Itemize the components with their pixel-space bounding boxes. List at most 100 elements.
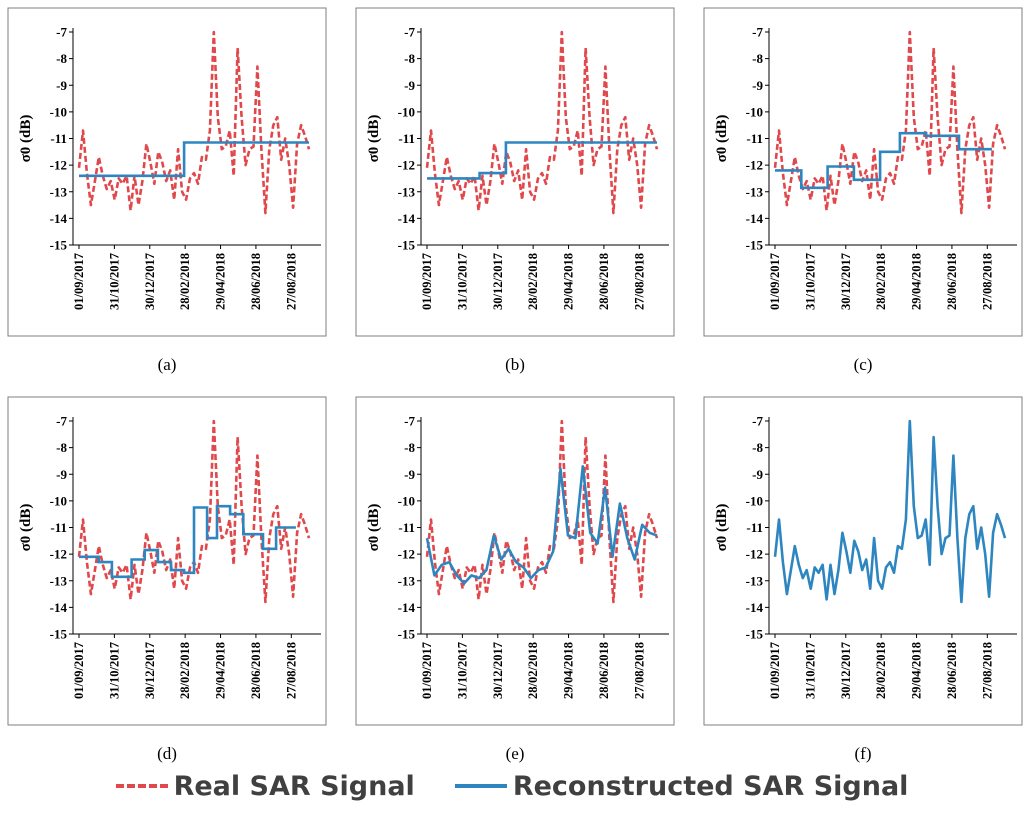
- y-tick-label: -7: [56, 25, 67, 40]
- y-tick-label: -7: [56, 414, 67, 429]
- y-axis-label: σ0 (dB): [18, 115, 34, 163]
- y-tick-label: -9: [752, 78, 763, 93]
- x-tick-label: 01/09/2017: [72, 642, 86, 699]
- panel-caption: (e): [506, 744, 525, 763]
- x-tick-label: 29/04/2018: [562, 253, 576, 310]
- legend-label-real: Real SAR Signal: [173, 770, 415, 802]
- x-tick-label: 27/08/2018: [980, 253, 994, 310]
- x-tick-label: 01/09/2017: [72, 253, 86, 310]
- y-tick-label: -12: [398, 158, 415, 173]
- x-tick-label: 31/10/2017: [107, 253, 121, 310]
- y-tick-label: -13: [50, 184, 68, 199]
- x-tick-label: 28/06/2018: [945, 253, 959, 310]
- y-tick-label: -12: [50, 547, 67, 562]
- y-tick-label: -8: [56, 440, 67, 455]
- panel-frame: [7, 7, 327, 337]
- y-tick-label: -10: [50, 493, 67, 508]
- y-tick-label: -12: [746, 547, 763, 562]
- panel-frame: [355, 7, 675, 337]
- y-tick-label: -15: [746, 238, 764, 253]
- legend-item-real: Real SAR Signal: [115, 770, 415, 802]
- x-tick-label: 28/02/2018: [526, 642, 540, 699]
- y-tick-label: -14: [398, 211, 416, 226]
- legend: Real SAR Signal Reconstructed SAR Signal: [0, 762, 1024, 810]
- x-tick-label: 27/08/2018: [980, 642, 994, 699]
- legend-item-reconstructed: Reconstructed SAR Signal: [454, 771, 908, 802]
- legend-swatch-real: [115, 784, 168, 788]
- x-tick-label: 27/08/2018: [284, 253, 298, 310]
- y-tick-label: -12: [746, 158, 763, 173]
- y-tick-label: -15: [50, 238, 68, 253]
- series-line-reconstructed: [775, 131, 992, 190]
- y-axis-label: σ0 (dB): [366, 504, 382, 552]
- x-tick-label: 28/02/2018: [874, 253, 888, 310]
- y-axis-label: σ0 (dB): [366, 115, 382, 163]
- x-tick-label: 31/10/2017: [803, 642, 817, 699]
- y-tick-label: -15: [398, 238, 416, 253]
- y-tick-label: -10: [398, 104, 415, 119]
- y-tick-label: -9: [404, 467, 415, 482]
- x-tick-label: 28/02/2018: [526, 253, 540, 310]
- x-tick-label: 29/04/2018: [214, 253, 228, 310]
- y-tick-label: -12: [50, 158, 67, 173]
- y-tick-label: -8: [752, 440, 763, 455]
- y-axis-label: σ0 (dB): [18, 504, 34, 552]
- series-line-reconstructed: [773, 419, 1007, 604]
- y-tick-label: -7: [404, 414, 415, 429]
- panel-caption: (f): [855, 744, 872, 763]
- x-tick-label: 30/12/2017: [491, 642, 505, 699]
- y-tick-label: -15: [398, 627, 416, 642]
- x-tick-label: 28/02/2018: [874, 642, 888, 699]
- y-tick-label: -14: [50, 211, 68, 226]
- y-axis-label: σ0 (dB): [714, 504, 730, 552]
- y-tick-label: -7: [752, 25, 763, 40]
- panel-frame: [703, 7, 1023, 337]
- x-tick-label: 31/10/2017: [455, 253, 469, 310]
- y-tick-label: -9: [752, 467, 763, 482]
- series-line-real: [425, 419, 659, 604]
- y-tick-label: -15: [746, 627, 764, 642]
- y-tick-label: -14: [398, 600, 416, 615]
- x-tick-label: 29/04/2018: [910, 642, 924, 699]
- chart-panel: -7 -8 -9 -10 -11 -12 -13 -14 -15 01/09/2017 31/10/…: [355, 7, 675, 337]
- y-tick-label: -8: [404, 440, 415, 455]
- panel-caption: (c): [854, 355, 873, 374]
- series-line-reconstructed: [425, 464, 658, 585]
- x-tick-label: 01/09/2017: [768, 253, 782, 310]
- y-tick-label: -13: [398, 184, 416, 199]
- x-tick-label: 29/04/2018: [562, 642, 576, 699]
- y-tick-label: -11: [746, 520, 763, 535]
- y-tick-label: -11: [398, 131, 415, 146]
- y-tick-label: -8: [56, 51, 67, 66]
- y-tick-label: -7: [752, 414, 763, 429]
- y-tick-label: -7: [404, 25, 415, 40]
- series-line-reconstructed: [427, 141, 657, 180]
- y-tick-label: -13: [50, 573, 68, 588]
- x-tick-label: 28/02/2018: [178, 253, 192, 310]
- x-tick-label: 28/06/2018: [249, 642, 263, 699]
- y-tick-label: -15: [50, 627, 68, 642]
- panel-caption: (b): [505, 355, 525, 374]
- x-tick-label: 27/08/2018: [632, 642, 646, 699]
- panel-frame: [703, 396, 1023, 726]
- x-tick-label: 29/04/2018: [910, 253, 924, 310]
- y-tick-label: -10: [746, 104, 763, 119]
- chart-panel: -7 -8 -9 -10 -11 -12 -13 -14 -15 01/09/2017 31/10/…: [703, 396, 1023, 726]
- y-tick-label: -14: [746, 600, 764, 615]
- legend-swatch-reconstructed: [454, 784, 507, 788]
- y-tick-label: -13: [398, 573, 416, 588]
- y-tick-label: -11: [746, 131, 763, 146]
- chart-panel: -7 -8 -9 -10 -11 -12 -13 -14 -15 01/09/2017 31/10/…: [703, 7, 1023, 337]
- x-tick-label: 28/02/2018: [178, 642, 192, 699]
- series-line-reconstructed: [79, 141, 309, 178]
- x-tick-label: 30/12/2017: [491, 253, 505, 310]
- x-tick-label: 27/08/2018: [632, 253, 646, 310]
- chart-panel: -7 -8 -9 -10 -11 -12 -13 -14 -15 01/09/2017 31/10/…: [355, 396, 675, 726]
- y-tick-label: -9: [404, 78, 415, 93]
- x-tick-label: 30/12/2017: [839, 253, 853, 310]
- y-tick-label: -8: [752, 51, 763, 66]
- x-tick-label: 01/09/2017: [768, 642, 782, 699]
- panel-caption: (a): [158, 355, 177, 374]
- x-tick-label: 29/04/2018: [214, 642, 228, 699]
- chart-panel: -7 -8 -9 -10 -11 -12 -13 -14 -15 01/09/2017 31/10/…: [7, 396, 327, 726]
